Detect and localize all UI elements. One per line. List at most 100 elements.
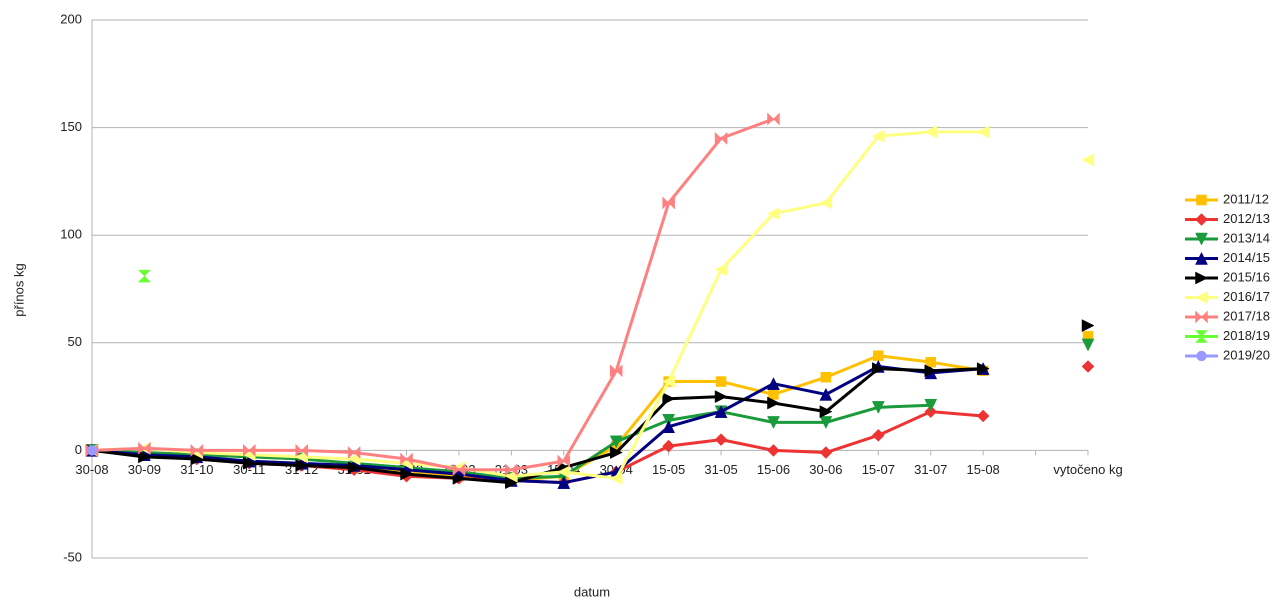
marker: [924, 125, 937, 139]
marker: [1194, 330, 1209, 343]
series-line: [91, 364, 984, 485]
x-tick-label: 30-06: [809, 462, 842, 477]
marker: [714, 390, 728, 404]
x-axis-title: datum: [574, 584, 610, 599]
marker: [557, 476, 571, 489]
marker: [609, 471, 623, 485]
marker: [1081, 319, 1095, 332]
x-tick-label: 31-07: [914, 462, 947, 477]
x-tick-label: 31-05: [704, 462, 737, 477]
marker: [400, 452, 413, 466]
marker: [243, 443, 256, 458]
y-tick-label: -50: [63, 549, 82, 564]
marker: [609, 446, 623, 459]
series-line: [92, 132, 1088, 478]
marker: [767, 444, 780, 457]
x-tick-label: 15-05: [652, 462, 685, 477]
marker: [347, 445, 361, 460]
marker: [505, 463, 518, 477]
marker: [452, 463, 466, 477]
marker: [138, 441, 151, 455]
marker: [767, 112, 780, 126]
x-tick-label: 15-08: [967, 462, 1000, 477]
legend-label: 2016/17: [1223, 289, 1270, 304]
marker: [86, 445, 98, 456]
marker: [347, 461, 361, 475]
marker: [976, 409, 990, 423]
marker: [976, 125, 990, 139]
marker: [295, 450, 308, 464]
marker: [1196, 350, 1207, 362]
marker: [924, 398, 938, 412]
marker: [662, 420, 676, 433]
series-line: [91, 117, 774, 472]
marker: [871, 428, 885, 442]
marker: [871, 129, 885, 143]
marker: [505, 476, 518, 490]
legend-label: 2017/18: [1223, 308, 1270, 323]
marker: [295, 443, 308, 458]
marker: [819, 446, 833, 459]
marker: [872, 362, 885, 376]
marker: [138, 450, 151, 464]
legend-label: 2011/12: [1223, 191, 1269, 206]
marker: [190, 452, 204, 466]
x-tick-label: 30-08: [75, 462, 108, 477]
y-tick-label: 200: [60, 11, 82, 26]
marker: [766, 207, 780, 221]
marker: [714, 131, 728, 145]
marker: [767, 377, 780, 390]
marker: [609, 364, 623, 378]
marker: [819, 196, 833, 210]
marker: [819, 416, 833, 429]
y-axis-title: přínos kg: [11, 263, 26, 316]
marker: [1196, 194, 1207, 206]
marker: [924, 364, 938, 378]
marker: [295, 459, 309, 472]
marker: [820, 371, 832, 383]
legend-label: 2018/19: [1223, 328, 1270, 343]
legend-label: 2013/14: [1223, 230, 1270, 245]
marker: [1081, 360, 1095, 373]
x-tick-label: 31-10: [180, 462, 213, 477]
marker: [871, 401, 885, 414]
legend-label: 2012/13: [1223, 211, 1270, 226]
marker: [1195, 310, 1208, 324]
marker: [190, 443, 204, 458]
marker: [452, 471, 466, 485]
y-tick-label: 100: [60, 227, 82, 242]
x-tick-label: vytočeno kg: [1053, 462, 1122, 477]
marker: [767, 416, 780, 429]
marker: [1195, 232, 1208, 246]
marker: [400, 467, 414, 481]
marker: [609, 435, 623, 449]
marker: [819, 405, 833, 419]
marker: [137, 269, 152, 283]
marker: [243, 456, 256, 470]
marker: [1195, 271, 1209, 285]
marker: [767, 396, 781, 410]
marker: [714, 263, 728, 277]
marker: [662, 196, 675, 210]
x-tick-label: 15-06: [757, 462, 790, 477]
y-tick-label: 0: [75, 442, 82, 457]
marker: [1081, 338, 1095, 352]
y-tick-label: 50: [68, 334, 82, 349]
marker: [873, 350, 884, 361]
marker: [1195, 251, 1208, 265]
marker: [714, 405, 728, 418]
x-tick-label: 30-09: [128, 462, 161, 477]
marker: [662, 375, 675, 388]
marker: [557, 465, 571, 479]
x-tick-label: 15-07: [862, 462, 895, 477]
marker: [976, 362, 990, 376]
marker: [1195, 213, 1208, 226]
legend-label: 2014/15: [1223, 250, 1270, 265]
marker: [819, 387, 833, 401]
marker: [1081, 153, 1095, 167]
marker: [347, 452, 361, 466]
marker: [768, 389, 779, 400]
marker: [662, 392, 676, 406]
marker: [714, 433, 728, 446]
